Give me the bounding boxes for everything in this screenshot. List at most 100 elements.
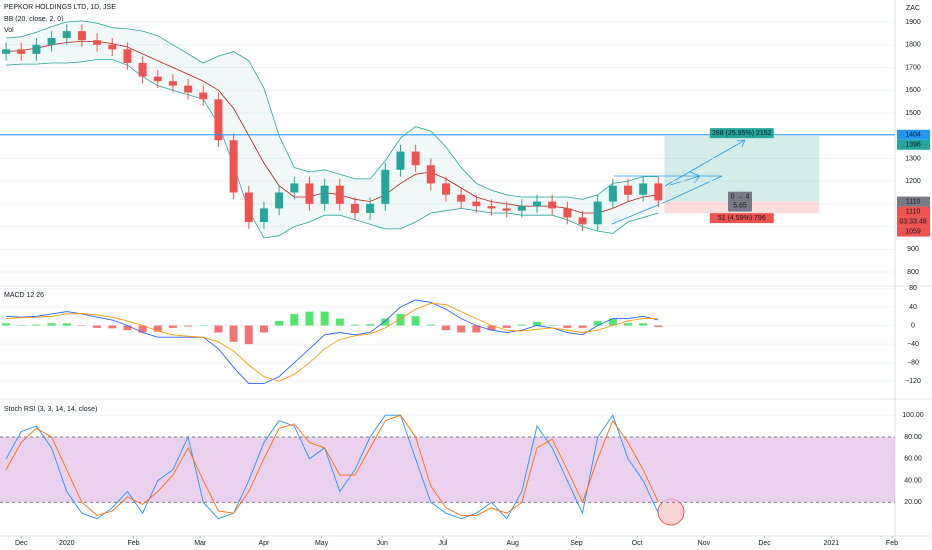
candle-body — [123, 49, 132, 63]
macd-histogram-bar — [381, 318, 390, 326]
candle-body — [381, 169, 390, 204]
x-tick-label: Apr — [258, 540, 270, 547]
macd-histogram-bar — [335, 318, 344, 326]
y-tick-label: 40 — [909, 304, 917, 311]
candle-body — [320, 185, 329, 204]
x-tick-label: Jul — [438, 540, 447, 547]
macd-histogram-bar — [108, 325, 117, 329]
macd-histogram-bar — [259, 325, 268, 333]
macd-histogram-bar — [502, 325, 511, 328]
macd-line — [6, 299, 659, 385]
info-box — [728, 191, 752, 212]
y-tick-label: 60.00 — [904, 456, 922, 463]
macd-histogram-bar — [62, 323, 71, 326]
y-tick-label: 100.00 — [902, 412, 924, 419]
countdown: 03:33:48 — [899, 218, 926, 225]
candle-body — [229, 140, 238, 193]
y-tick-label: 20.00 — [904, 499, 922, 506]
macd-histogram-bar — [639, 323, 648, 326]
x-tick-label: Mar — [194, 540, 207, 547]
target-label-box — [709, 128, 774, 139]
candle-body — [654, 183, 663, 201]
macd-histogram-bar — [77, 325, 86, 327]
macd-histogram-bar — [608, 318, 617, 326]
stoch-k-line — [5, 414, 659, 520]
macd-histogram-bar — [457, 325, 466, 333]
y-tick-label: 1700 — [905, 64, 921, 71]
stoch-band — [0, 437, 895, 503]
price-tag: 1398 — [905, 142, 921, 149]
price-tag-box — [897, 226, 930, 237]
candle-body — [153, 76, 162, 82]
y-tick-label: 1200 — [905, 178, 921, 185]
bb-lower — [6, 59, 659, 239]
candle-body — [548, 201, 557, 209]
candle-body — [593, 201, 602, 225]
y-tick-label: 800 — [907, 269, 919, 276]
macd-histogram-bar — [47, 323, 56, 326]
currency: ZAC — [906, 5, 920, 12]
macd-histogram-bar — [2, 323, 11, 326]
y-tick-label: 80 — [909, 285, 917, 292]
macd-histogram-bar — [624, 323, 633, 326]
y-tick-label: 1300 — [905, 155, 921, 162]
y-tick-label: −40 — [907, 341, 919, 348]
candle-body — [47, 37, 56, 45]
bb-fill — [6, 20, 659, 238]
macd-histogram-bar — [153, 325, 162, 332]
candle-body — [17, 49, 26, 54]
macd-histogram-bar — [229, 325, 238, 342]
candle-body — [199, 92, 208, 100]
x-tick-label: Oct — [632, 540, 643, 547]
candle-body — [93, 40, 102, 45]
candle-body — [32, 44, 41, 54]
candle-body — [244, 192, 253, 223]
y-tick-label: 1800 — [905, 42, 921, 49]
candle-body — [108, 44, 117, 50]
trend-drawing — [611, 139, 746, 225]
stoch-title: Stoch RSI (3, 3, 14, 14, close) — [4, 406, 97, 413]
y-tick-label: 1500 — [905, 110, 921, 117]
y-tick-label: 40.00 — [904, 477, 922, 484]
macd-histogram-bar — [290, 313, 299, 326]
macd-histogram-bar — [32, 324, 41, 326]
macd-histogram-bar — [184, 325, 193, 327]
candle-body — [487, 206, 496, 209]
countdown-box — [897, 216, 930, 227]
macd-histogram-bar — [396, 313, 405, 326]
candle-body — [608, 185, 617, 202]
candle-body — [184, 85, 193, 93]
info-label: 0 → 4 — [731, 193, 750, 200]
price-tag-box — [897, 206, 930, 217]
bb-upper — [6, 20, 659, 200]
candle-body — [214, 99, 223, 141]
x-tick-label: 2020 — [59, 540, 75, 547]
candle-body — [62, 31, 71, 38]
candle-body — [639, 183, 648, 195]
candle-body — [533, 201, 541, 207]
x-tick-label: Nov — [698, 540, 711, 547]
x-tick-label: Aug — [506, 540, 519, 547]
x-tick-label: Dec — [758, 540, 771, 547]
macd-histogram-bar — [654, 325, 663, 327]
candle-body — [366, 203, 375, 213]
vol-label: Vol — [4, 27, 14, 34]
candle-body — [563, 208, 572, 218]
price-tag: 1404 — [905, 132, 921, 139]
candle-body — [517, 206, 526, 211]
price-tag: 1110 — [906, 198, 921, 205]
macd-histogram-bar — [93, 325, 102, 328]
candle-body — [457, 194, 466, 202]
macd-title: MACD 12 26 — [4, 292, 44, 299]
x-tick-label: May — [315, 540, 329, 547]
y-tick-label: 900 — [907, 246, 919, 253]
x-tick-label: Sep — [570, 540, 583, 547]
candle-body — [396, 151, 405, 170]
macd-histogram-bar — [138, 325, 147, 333]
candle-body — [290, 183, 299, 193]
bb-label: BB (20, close, 2, 0) — [4, 16, 64, 23]
candle-body — [335, 185, 344, 204]
x-tick-label: Jun — [377, 540, 388, 547]
candle-body — [472, 201, 481, 207]
macd-histogram-bar — [366, 324, 375, 326]
